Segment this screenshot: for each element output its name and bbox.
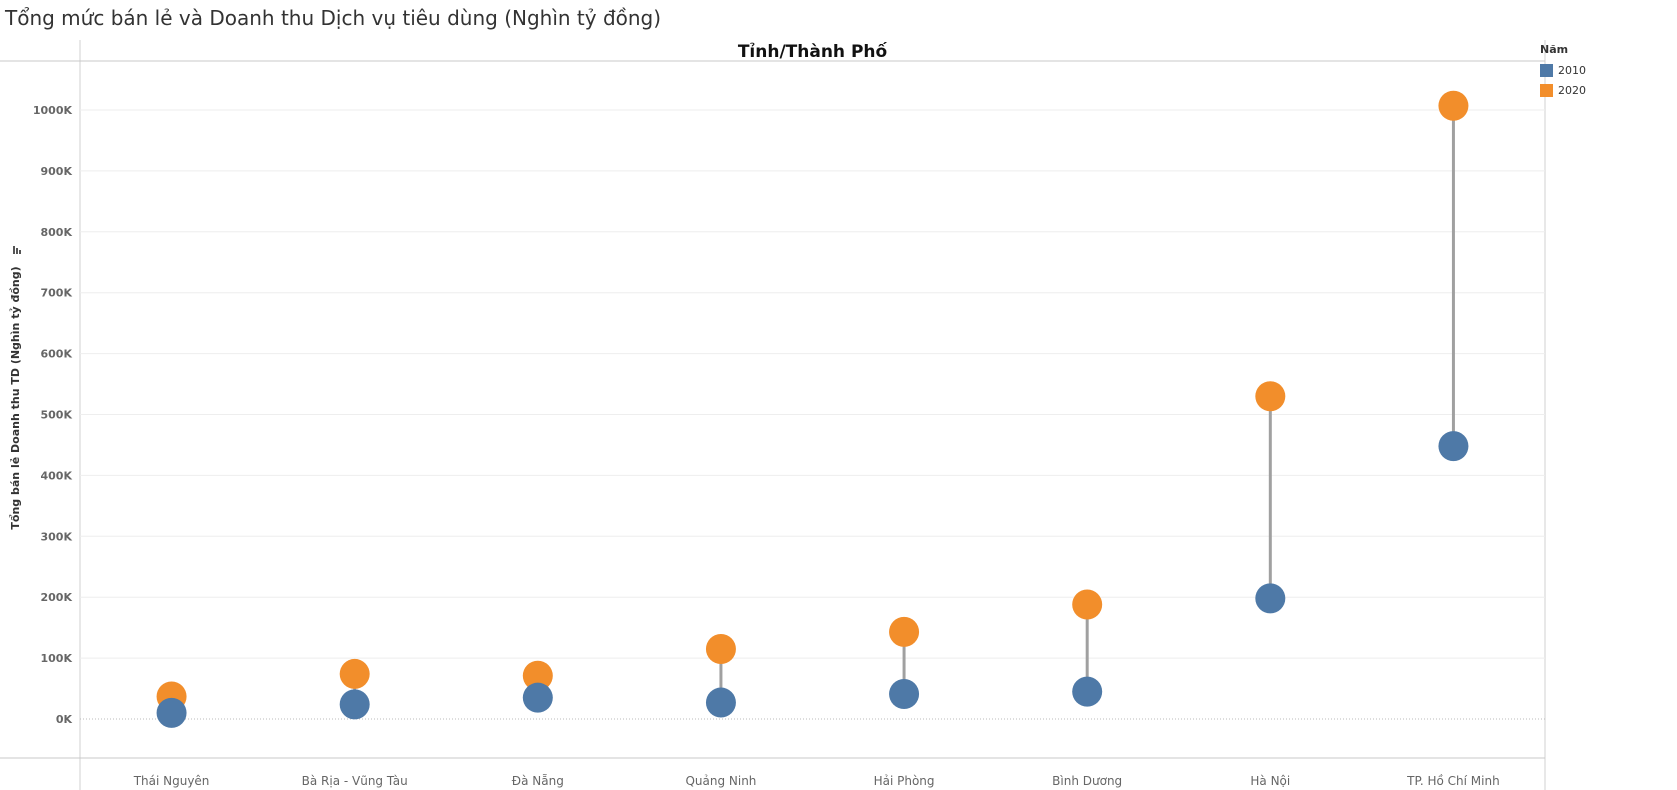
y-tick-label: 800K: [41, 226, 73, 239]
y-tick-label: 1000K: [33, 104, 73, 117]
dot-2020: [1255, 381, 1286, 412]
dot-2010: [522, 682, 553, 713]
x-tick-label: Quảng Ninh: [685, 774, 756, 788]
legend-swatch-2010: [1540, 63, 1553, 77]
y-axis-title: Tổng bán lẻ Doanh thu TD (Nghìn tỷ đồng): [9, 266, 22, 529]
dot-2020: [1072, 589, 1103, 620]
y-tick-label: 700K: [41, 287, 73, 300]
x-tick-label: Hà Nội: [1250, 774, 1290, 788]
dot-2010: [156, 697, 187, 728]
dot-2010: [1438, 431, 1469, 462]
sort-icon-bar: [16, 248, 18, 254]
legend-item-2020[interactable]: 2020: [1540, 80, 1586, 100]
y-tick-label: 400K: [41, 469, 73, 482]
dot-2010: [705, 687, 736, 718]
dot-2020: [522, 660, 553, 691]
sort-icon-bar: [19, 250, 21, 254]
dot-2020: [705, 633, 736, 664]
y-tick-label: 900K: [41, 165, 73, 178]
dot-2010: [1255, 583, 1286, 614]
y-tick-label: 600K: [41, 348, 73, 361]
dot-2010: [1072, 676, 1103, 707]
page-title: Tổng mức bán lẻ và Doanh thu Dịch vụ tiê…: [5, 6, 662, 30]
dot-2010: [339, 689, 370, 720]
dot-2020: [889, 616, 920, 647]
dot-2020: [339, 658, 370, 689]
legend-item-2010[interactable]: 2010: [1540, 60, 1586, 80]
legend-label-2020: 2020: [1558, 83, 1586, 97]
y-tick-label: 200K: [41, 591, 73, 604]
y-tick-label: 300K: [41, 530, 73, 543]
x-tick-label: Hải Phòng: [874, 774, 935, 788]
dot-2020: [1438, 90, 1469, 121]
x-axis-title: Tỉnh/Thành Phố: [738, 41, 888, 62]
legend[interactable]: Năm 2010 2020: [1540, 43, 1586, 100]
x-tick-label: TP. Hồ Chí Minh: [1406, 774, 1500, 788]
x-tick-label: Thái Nguyên: [133, 774, 210, 788]
sort-icon-bar: [13, 246, 15, 254]
x-tick-label: Bình Dương: [1052, 774, 1122, 788]
legend-swatch-2020: [1540, 83, 1553, 97]
x-tick-label: Bà Rịa - Vũng Tàu: [302, 774, 408, 788]
legend-label-2010: 2010: [1558, 63, 1586, 77]
y-tick-label: 100K: [41, 652, 73, 665]
y-tick-label: 0K: [56, 713, 73, 726]
dot-2010: [889, 679, 920, 710]
legend-title: Năm: [1540, 43, 1569, 56]
y-tick-label: 500K: [41, 409, 73, 422]
x-tick-label: Đà Nẵng: [512, 774, 564, 788]
